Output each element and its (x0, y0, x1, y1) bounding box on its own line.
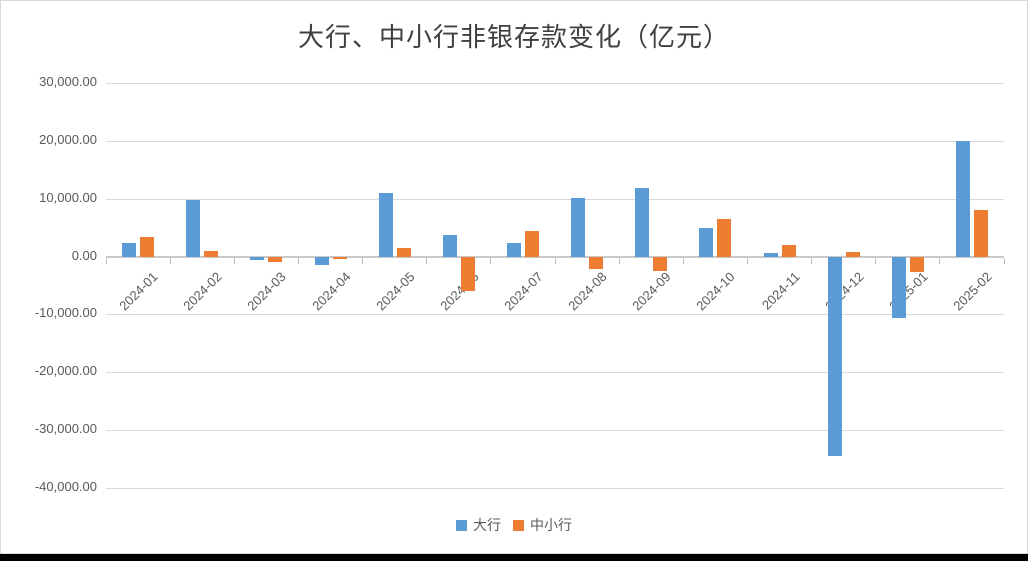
legend-label-zhongxiaohang: 中小行 (530, 517, 572, 533)
axis-tick-4 (362, 257, 364, 264)
bar-dahang-2024-03 (250, 256, 265, 261)
y-tick-label-30000: 30,000.00 (39, 74, 97, 89)
bar-dahang-2024-04 (314, 256, 329, 266)
axis-tick-2 (233, 257, 235, 264)
legend: 大行 中小行 (1, 515, 1027, 535)
axis-tick-13 (939, 257, 941, 264)
legend-swatch-zhongxiaohang (513, 519, 524, 531)
bar-dahang-2024-11 (763, 252, 778, 257)
bar-dahang-2024-02 (186, 199, 201, 257)
axis-tick-1 (169, 257, 171, 264)
bar-zhongxiaohang-2024-04 (332, 256, 347, 259)
axis-tick-12 (875, 257, 877, 264)
axis-tick-10 (746, 257, 748, 264)
gridline-10000 (106, 198, 1004, 200)
gridline-20000 (106, 140, 1004, 142)
gridline--10000 (106, 314, 1004, 316)
y-tick-label-20000: 20,000.00 (39, 131, 97, 147)
y-tick-label-10000: 10,000.00 (39, 189, 97, 205)
bar-zhongxiaohang-2024-08 (589, 256, 604, 270)
bar-zhongxiaohang-2025-01 (909, 256, 924, 272)
legend-swatch-dahang (456, 519, 467, 531)
bar-zhongxiaohang-2024-02 (204, 250, 219, 257)
gridline-30000 (106, 83, 1004, 84)
axis-tick-8 (618, 257, 620, 264)
bar-dahang-2024-08 (571, 198, 586, 257)
bar-zhongxiaohang-2024-12 (845, 251, 860, 257)
bar-dahang-2024-12 (827, 256, 842, 456)
gridline--30000 (106, 430, 1004, 432)
axis-tick-9 (682, 257, 684, 264)
bar-zhongxiaohang-2024-06 (460, 256, 475, 291)
bar-dahang-2024-07 (506, 242, 521, 257)
bar-zhongxiaohang-2024-10 (717, 218, 732, 257)
bar-zhongxiaohang-2024-09 (653, 256, 668, 272)
bar-zhongxiaohang-2024-05 (396, 248, 411, 257)
axis-tick-3 (297, 257, 299, 264)
chart-title: 大行、中小行非银存款变化（亿元） (297, 23, 730, 53)
bar-zhongxiaohang-2024-11 (781, 245, 796, 257)
axis-tick-0 (105, 257, 107, 264)
axis-tick-11 (811, 257, 813, 264)
legend-label-dahang: 大行 (473, 517, 501, 533)
bar-dahang-2024-01 (122, 243, 137, 257)
axis-tick-7 (554, 257, 556, 264)
axis-tick-5 (426, 257, 428, 264)
bar-dahang-2024-09 (635, 188, 650, 257)
bar-zhongxiaohang-2025-02 (973, 210, 988, 257)
window-bottom-edge (0, 554, 1028, 561)
gridline--20000 (106, 372, 1004, 374)
bar-zhongxiaohang-2024-03 (268, 256, 283, 262)
axis-tick-14 (1003, 257, 1005, 264)
bar-dahang-2025-02 (955, 140, 970, 257)
bar-dahang-2024-06 (442, 235, 457, 257)
gridline--40000 (106, 488, 1004, 489)
y-axis: 30,000.00 20,000.00 10,000.00 0.00 -10,000.0… (1, 1, 98, 553)
axis-tick-6 (490, 257, 492, 264)
y-tick-label--20000: -20,000.00 (34, 363, 97, 379)
plot-area (105, 83, 1005, 489)
bar-zhongxiaohang-2024-01 (140, 236, 155, 257)
y-tick-label-0: 0.00 (71, 247, 97, 263)
bar-dahang-2024-10 (699, 227, 714, 257)
y-tick-label--40000: -40,000.00 (34, 479, 97, 494)
x-axis-line (106, 255, 1004, 258)
bar-dahang-2025-01 (891, 256, 906, 319)
bar-zhongxiaohang-2024-07 (524, 231, 539, 257)
bar-dahang-2024-05 (378, 192, 393, 257)
y-tick-label--10000: -10,000.00 (34, 305, 97, 321)
y-tick-label--30000: -30,000.00 (34, 421, 97, 437)
